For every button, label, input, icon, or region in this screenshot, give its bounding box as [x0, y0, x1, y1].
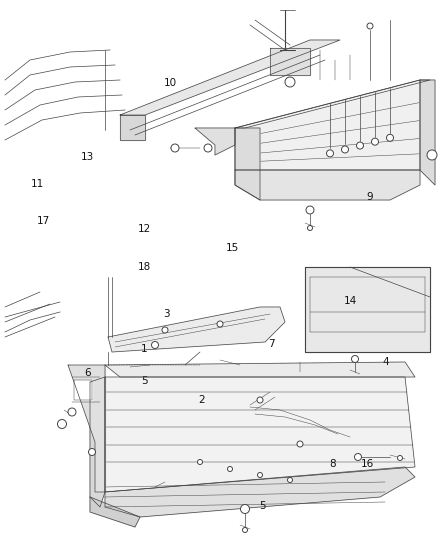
Circle shape [227, 466, 233, 472]
Polygon shape [120, 115, 145, 140]
Circle shape [258, 472, 262, 478]
Polygon shape [105, 467, 415, 517]
Text: 13: 13 [81, 152, 94, 162]
Circle shape [204, 144, 212, 152]
Polygon shape [235, 80, 420, 170]
Circle shape [57, 419, 67, 429]
Circle shape [217, 321, 223, 327]
Text: 8: 8 [329, 459, 336, 469]
Polygon shape [305, 267, 430, 352]
Text: 4: 4 [382, 358, 389, 367]
Polygon shape [74, 380, 92, 400]
Text: 17: 17 [37, 216, 50, 226]
Circle shape [297, 441, 303, 447]
Text: 11: 11 [31, 179, 44, 189]
Circle shape [152, 342, 159, 349]
Text: 18: 18 [138, 262, 151, 271]
Text: 16: 16 [361, 459, 374, 469]
Text: 3: 3 [163, 310, 170, 319]
Text: 6: 6 [84, 368, 91, 378]
Circle shape [398, 456, 403, 461]
Polygon shape [108, 307, 285, 352]
Circle shape [243, 528, 247, 532]
Polygon shape [235, 170, 420, 200]
Circle shape [352, 356, 358, 362]
Circle shape [162, 327, 168, 333]
Circle shape [198, 459, 202, 464]
Circle shape [257, 397, 263, 403]
Circle shape [427, 150, 437, 160]
Polygon shape [90, 497, 140, 527]
Polygon shape [235, 80, 430, 128]
Text: 5: 5 [259, 502, 266, 511]
Text: 2: 2 [198, 395, 205, 405]
Text: 14: 14 [344, 296, 357, 306]
Text: 7: 7 [268, 339, 275, 349]
Circle shape [342, 146, 349, 153]
Text: 5: 5 [141, 376, 148, 386]
Text: 15: 15 [226, 243, 239, 253]
Polygon shape [105, 377, 415, 492]
Circle shape [357, 142, 364, 149]
Text: 9: 9 [367, 192, 374, 202]
Circle shape [285, 77, 295, 87]
Polygon shape [420, 80, 435, 185]
Circle shape [287, 478, 293, 482]
Circle shape [88, 448, 95, 456]
Circle shape [306, 206, 314, 214]
Circle shape [68, 408, 76, 416]
Circle shape [240, 505, 250, 513]
Circle shape [171, 144, 179, 152]
Circle shape [326, 150, 333, 157]
Polygon shape [270, 48, 310, 75]
Circle shape [371, 138, 378, 145]
Polygon shape [120, 40, 340, 115]
Polygon shape [68, 365, 105, 492]
Polygon shape [235, 128, 260, 200]
Text: 10: 10 [164, 78, 177, 87]
Circle shape [367, 23, 373, 29]
Circle shape [307, 225, 312, 230]
Text: 1: 1 [141, 344, 148, 354]
Circle shape [354, 454, 361, 461]
Polygon shape [105, 362, 415, 377]
Polygon shape [195, 128, 235, 155]
Circle shape [386, 134, 393, 141]
Text: 12: 12 [138, 224, 151, 234]
Polygon shape [90, 377, 105, 507]
